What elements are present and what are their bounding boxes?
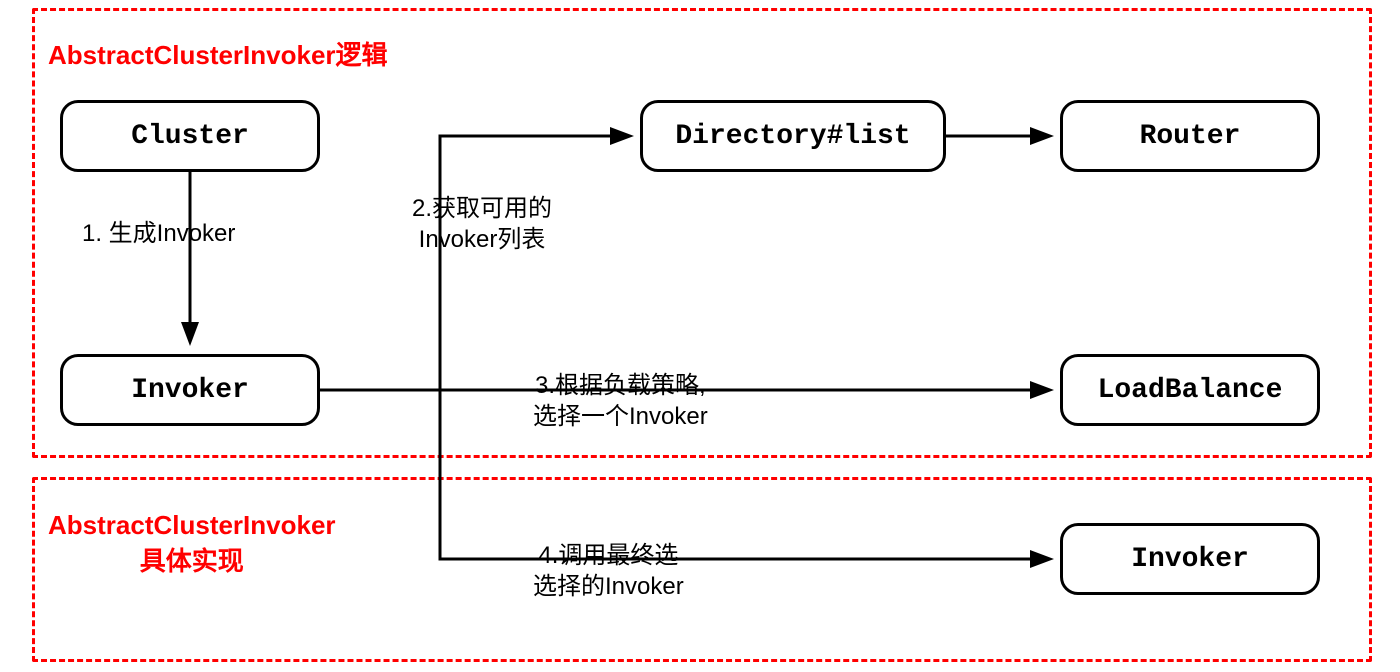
- edge-label-3: 3.根据负载策略, 选择一个Invoker: [533, 370, 708, 432]
- edge-label-1: 1. 生成Invoker: [82, 218, 235, 249]
- node-loadbalance-label: LoadBalance: [1098, 375, 1283, 406]
- node-cluster-label: Cluster: [131, 121, 249, 152]
- node-cluster: Cluster: [60, 100, 320, 172]
- node-invoker-top: Invoker: [60, 354, 320, 426]
- node-invoker-bottom-label: Invoker: [1131, 544, 1249, 575]
- edge-label-4: 4.调用最终选 选择的Invoker: [533, 540, 684, 602]
- node-router-label: Router: [1140, 121, 1241, 152]
- node-invoker-top-label: Invoker: [131, 375, 249, 406]
- outer-box-title: AbstractClusterInvoker逻辑: [48, 35, 388, 72]
- node-loadbalance: LoadBalance: [1060, 354, 1320, 426]
- node-router: Router: [1060, 100, 1320, 172]
- edge-label-2: 2.获取可用的 Invoker列表: [412, 193, 552, 255]
- node-directory: Directory#list: [640, 100, 946, 172]
- node-invoker-bottom: Invoker: [1060, 523, 1320, 595]
- inner-box-title: AbstractClusterInvoker 具体实现: [48, 510, 336, 578]
- node-directory-label: Directory#list: [675, 121, 910, 152]
